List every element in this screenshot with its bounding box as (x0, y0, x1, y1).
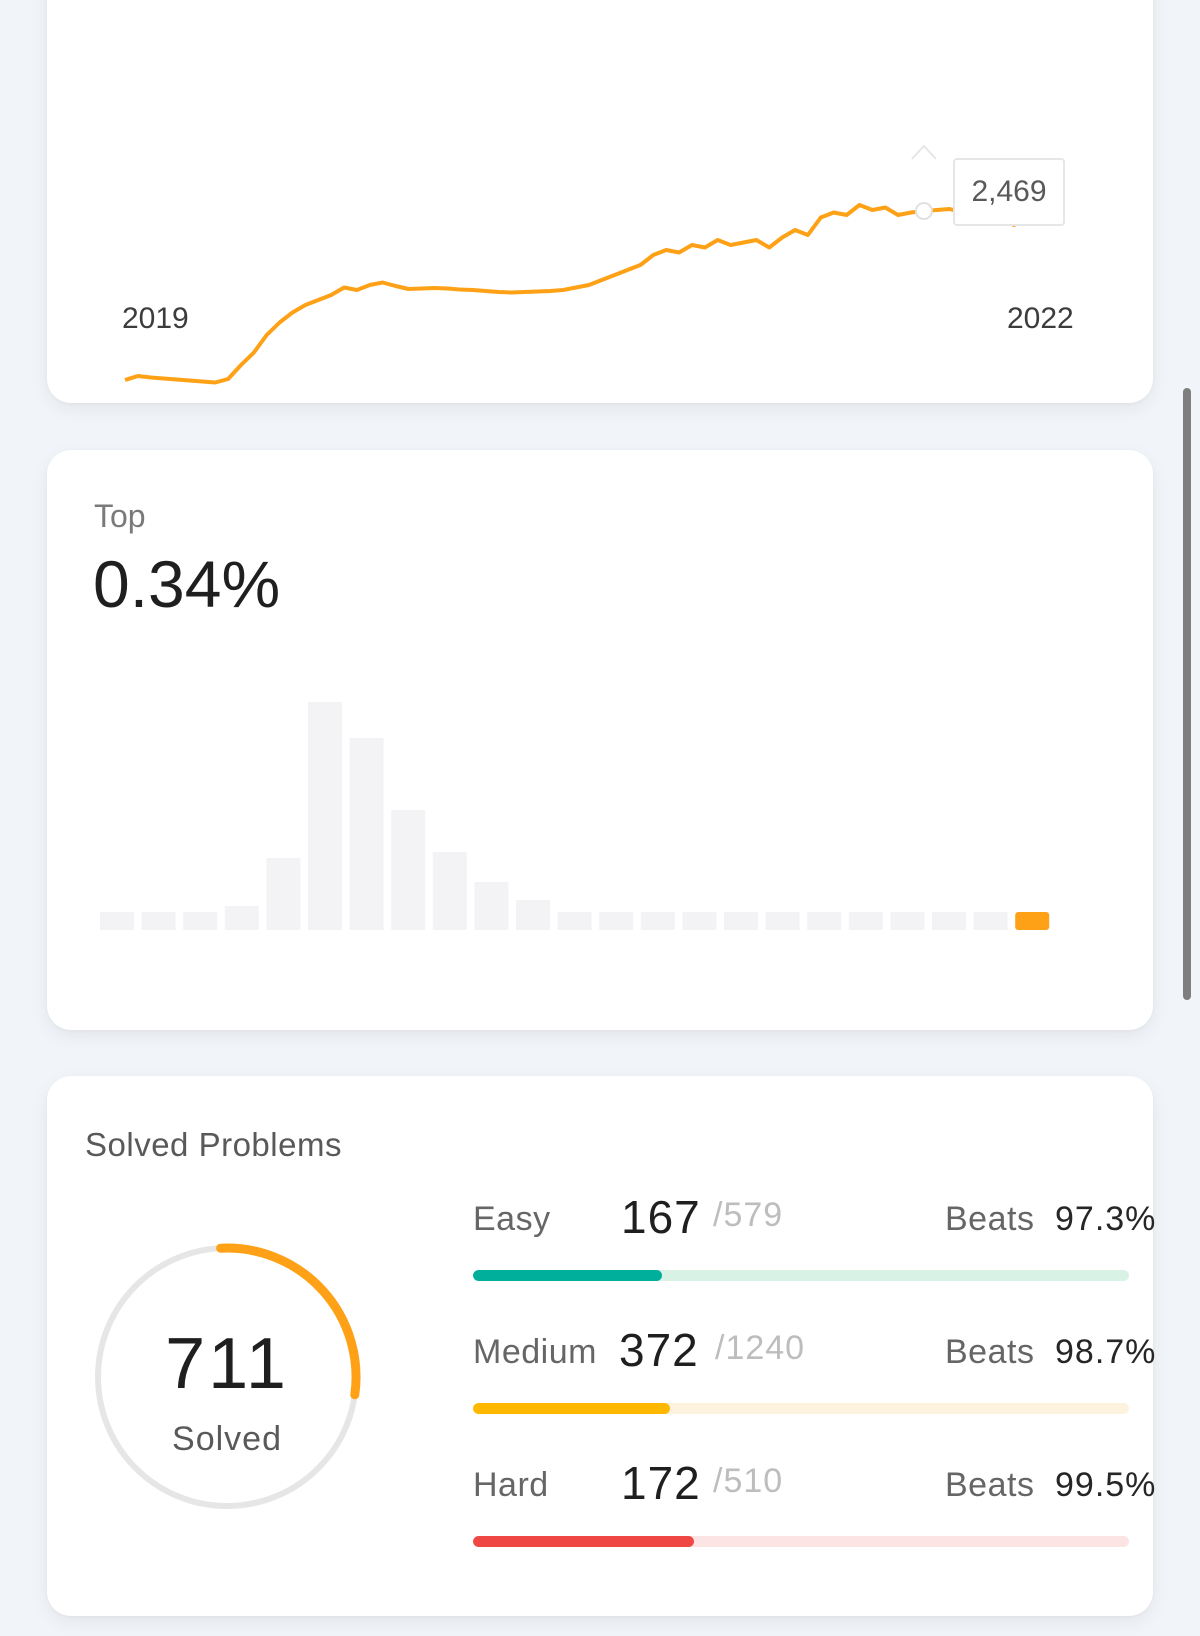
problem-total: /579 (713, 1196, 784, 1234)
rating-tooltip-value: 2,469 (971, 175, 1047, 208)
rating-line-chart[interactable] (47, 0, 1153, 403)
x-axis-end-label: 2022 (1007, 302, 1074, 335)
progress-fill (473, 1536, 695, 1547)
problem-total: /1240 (715, 1329, 806, 1367)
solved-problems-title: Solved Problems (85, 1126, 342, 1163)
distribution-bar-current-user (1015, 912, 1050, 930)
distribution-bar (224, 906, 259, 930)
distribution-bar (141, 912, 176, 930)
distribution-bar (266, 858, 301, 930)
rating-hover-point (914, 202, 933, 220)
distribution-bar (100, 912, 134, 930)
beats-percentage: 99.5% (1055, 1466, 1157, 1504)
rating-chart-card: 2,469 2019 2022 (47, 0, 1153, 403)
distribution-bar (516, 900, 550, 930)
distribution-bar (308, 702, 342, 930)
distribution-bar (973, 912, 1008, 930)
distribution-bar (724, 912, 758, 930)
difficulty-name: Hard (473, 1466, 549, 1504)
distribution-bar (932, 912, 966, 930)
distribution-bar (349, 738, 384, 930)
solved-count: 172 (621, 1457, 701, 1509)
distribution-bar (599, 912, 634, 930)
distribution-bar (557, 912, 592, 930)
beats-percentage: 98.7% (1055, 1333, 1157, 1371)
solved-ring (95, 1243, 361, 1509)
solved-count: 167 (621, 1191, 701, 1243)
solved-total-count: 711 (165, 1324, 289, 1404)
solved-count: 372 (619, 1324, 699, 1376)
solved-problems-card: Solved Problems 711 Solved Easy 167 /579… (47, 1076, 1155, 1616)
problem-total: /510 (713, 1462, 784, 1500)
distribution-bar (682, 912, 717, 930)
difficulty-row-medium: Medium 372 /1240 Beats 98.7% (465, 1309, 1155, 1414)
beats-percentage: 97.3% (1055, 1200, 1157, 1238)
difficulty-row-easy: Easy 167 /579 Beats 97.3% (465, 1176, 1155, 1281)
x-axis-start-label: 2019 (122, 302, 189, 335)
ranking-distribution-chart (100, 702, 1050, 930)
difficulty-name: Medium (473, 1333, 597, 1371)
beats-label: Beats (945, 1200, 1035, 1238)
distribution-bar (807, 912, 842, 930)
page-scrollbar[interactable] (1183, 388, 1191, 1000)
rating-tooltip-pointer (911, 144, 937, 160)
progress-track (473, 1403, 1129, 1414)
top-percentage-value: 0.34% (93, 547, 281, 621)
distribution-bar (183, 912, 218, 930)
distribution-bar (765, 912, 800, 930)
ranking-card: Top 0.34% (47, 450, 1153, 1030)
difficulty-name: Easy (473, 1200, 551, 1238)
rating-tooltip: 2,469 (953, 158, 1065, 226)
distribution-bar (474, 882, 509, 930)
beats-label: Beats (945, 1333, 1035, 1371)
distribution-bar (890, 912, 925, 930)
solved-total-label: Solved (172, 1420, 282, 1458)
difficulty-row-hard: Hard 172 /510 Beats 99.5% (465, 1442, 1155, 1547)
progress-fill (473, 1270, 662, 1281)
distribution-bar (432, 852, 467, 930)
beats-label: Beats (945, 1466, 1035, 1504)
top-label: Top (94, 498, 146, 534)
distribution-bar (391, 810, 426, 930)
solved-ring-progress (216, 1243, 361, 1400)
rating-series-line (124, 203, 1029, 385)
distribution-bar (640, 912, 675, 930)
progress-track (473, 1270, 1129, 1281)
progress-fill (473, 1403, 670, 1414)
progress-track (473, 1536, 1129, 1547)
distribution-bar (848, 912, 883, 930)
